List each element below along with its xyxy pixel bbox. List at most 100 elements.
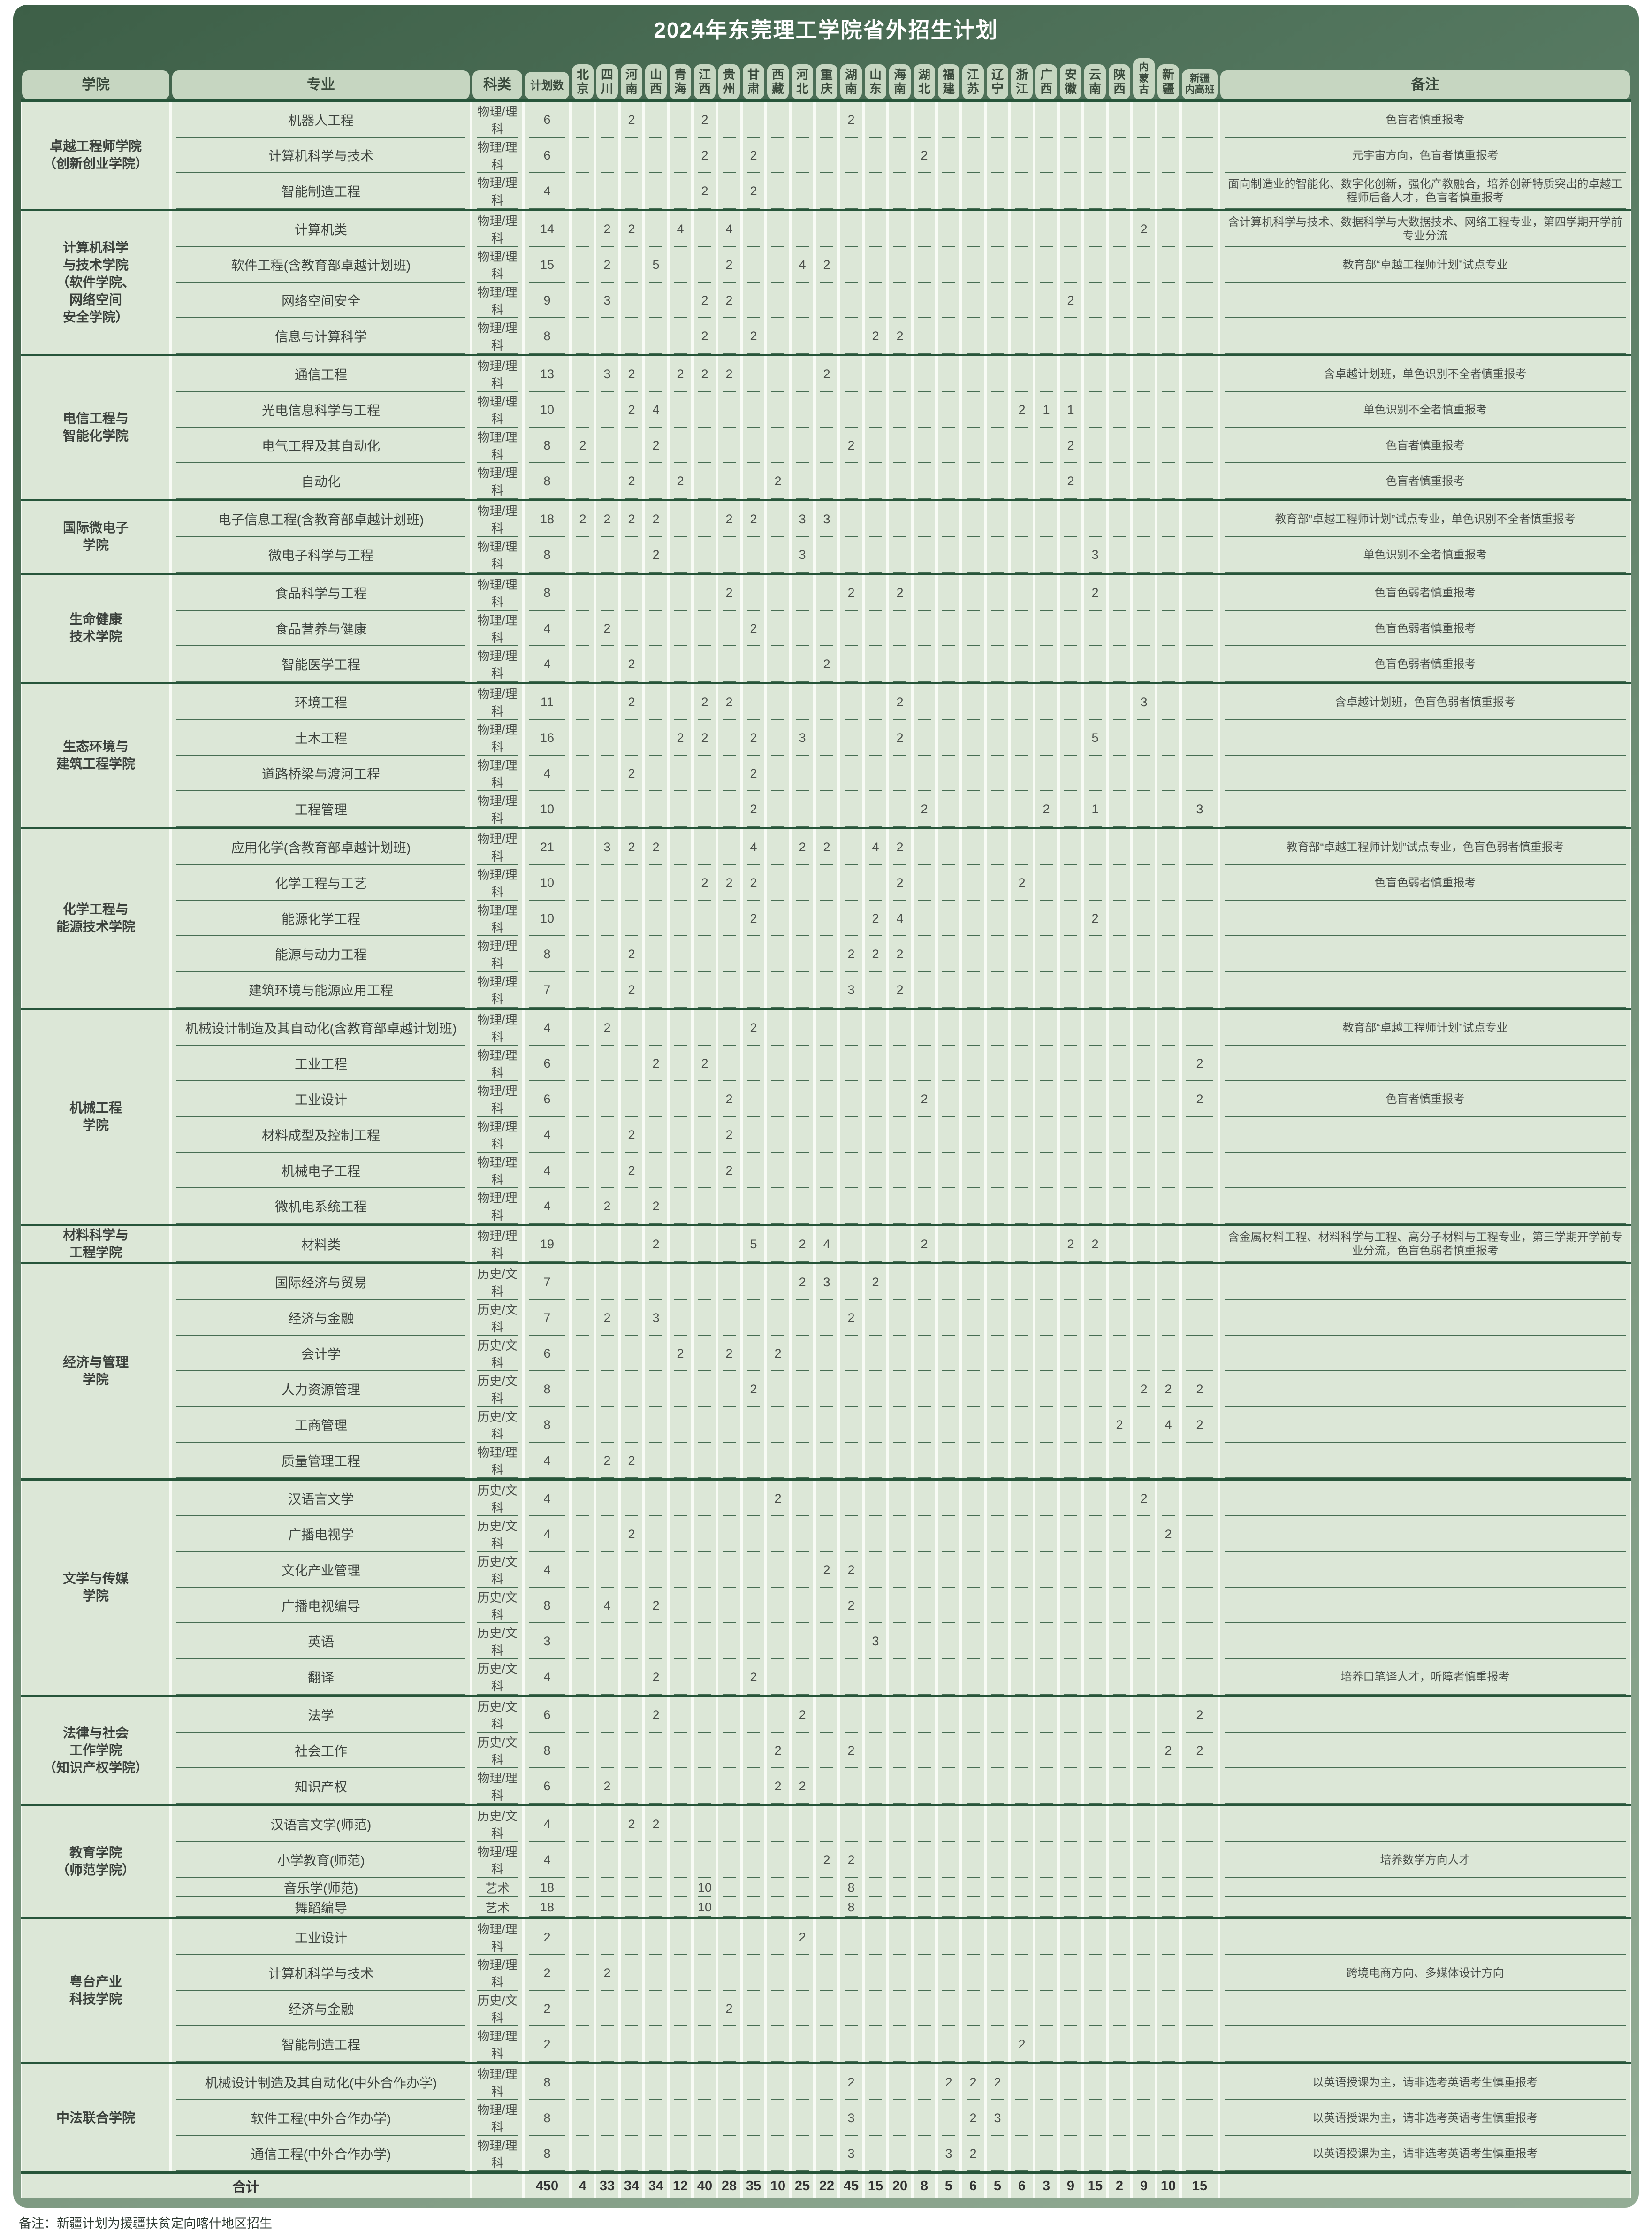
province-cell-西藏: 2: [766, 1768, 790, 1804]
province-cell-广西: [1034, 102, 1058, 138]
province-cell-陕西: [1107, 1046, 1132, 1082]
province-cell-安徽: [1058, 138, 1083, 174]
province-cell-陕西: [1107, 138, 1132, 174]
province-cell-重庆: [815, 2136, 839, 2172]
province-cell-湖北: [912, 936, 936, 972]
province-cell-新疆内高班: [1180, 1300, 1219, 1336]
province-cell-湖北: 2: [912, 1226, 936, 1262]
province-cell-湖南: [839, 1623, 863, 1659]
subject-cell: 物理/理科: [471, 356, 524, 392]
province-cell-云南: [1083, 1516, 1107, 1552]
province-cell-安徽: [1058, 1010, 1083, 1046]
province-cell-四川: [595, 2136, 619, 2172]
province-cell-重庆: [815, 1588, 839, 1624]
province-cell-北京: [571, 2026, 595, 2063]
province-cell-广西: [1034, 1300, 1058, 1336]
province-cell-山东: [863, 791, 888, 827]
remark-cell: [1219, 1552, 1631, 1588]
province-cell-四川: 2: [595, 1955, 619, 1991]
province-cell-贵州: [717, 173, 741, 209]
province-cell-江苏: [961, 684, 985, 720]
province-cell-湖南: [839, 247, 863, 283]
province-cell-浙江: [1010, 1733, 1034, 1769]
province-cell-四川: 2: [595, 1300, 619, 1336]
province-cell-海南: [888, 791, 912, 827]
province-cell-山东: [863, 2136, 888, 2172]
province-cell-云南: [1083, 1659, 1107, 1695]
province-cell-甘肃: [741, 1991, 766, 2027]
province-cell-北京: [571, 1842, 595, 1878]
province-cell-湖北: [912, 1516, 936, 1552]
province-cell-贵州: [717, 1697, 741, 1733]
province-cell-湖南: [839, 1336, 863, 1372]
province-cell-北京: [571, 1697, 595, 1733]
province-cell-陕西: [1107, 972, 1132, 1008]
province-cell-广西: [1034, 1516, 1058, 1552]
province-cell-新疆: [1156, 1481, 1180, 1517]
province-cell-青海: [668, 2064, 693, 2101]
province-cell-山西: 2: [644, 501, 668, 537]
province-cell-陕西: [1107, 1878, 1132, 1898]
province-cell-山东: [863, 428, 888, 464]
province-cell-内蒙古: [1132, 865, 1156, 901]
province-cell-新疆: [1156, 1588, 1180, 1624]
province-cell-云南: [1083, 428, 1107, 464]
province-cell-湖北: [912, 2100, 936, 2136]
province-cell-辽宁: [985, 1552, 1010, 1588]
province-cell-江苏: [961, 2026, 985, 2063]
province-cell-辽宁: [985, 684, 1010, 720]
province-cell-四川: 2: [595, 1443, 619, 1479]
province-cell-青海: 2: [668, 356, 693, 392]
province-cell-湖南: 2: [839, 1552, 863, 1588]
province-cell-山西: [644, 1481, 668, 1517]
plan-cell: 2: [524, 1991, 571, 2027]
province-cell-北京: [571, 1552, 595, 1588]
province-cell-湖南: [839, 2026, 863, 2063]
province-cell-湖北: [912, 972, 936, 1008]
province-cell-海南: [888, 392, 912, 428]
table-row: 计算机科学与技术 物理/理科 2 2 跨境电商方向、多媒体设计方向: [21, 1955, 1631, 1991]
province-cell-海南: [888, 1842, 912, 1878]
province-cell-安徽: [1058, 1842, 1083, 1878]
province-cell-河北: [790, 972, 815, 1008]
province-cell-北京: [571, 1878, 595, 1898]
province-cell-云南: [1083, 2026, 1107, 2063]
province-cell-新疆内高班: [1180, 1588, 1219, 1624]
province-cell-河北: [790, 173, 815, 209]
province-cell-新疆内高班: [1180, 575, 1219, 611]
province-cell-山西: [644, 1336, 668, 1372]
plan-cell: 4: [524, 1659, 571, 1695]
province-cell-内蒙古: [1132, 2064, 1156, 2101]
block-separator: [21, 354, 1631, 357]
province-cell-四川: 2: [595, 1768, 619, 1804]
province-cell-辽宁: [985, 211, 1010, 247]
province-cell-新疆内高班: 3: [1180, 791, 1219, 827]
block-separator-bar: [21, 827, 1631, 830]
province-cell-贵州: 2: [717, 1336, 741, 1372]
province-cell-贵州: [717, 936, 741, 972]
province-cell-陕西: [1107, 318, 1132, 354]
province-cell-重庆: [815, 1371, 839, 1407]
province-cell-甘肃: 2: [741, 791, 766, 827]
province-cell-四川: [595, 1806, 619, 1842]
province-cell-江苏: [961, 501, 985, 537]
province-cell-新疆: [1156, 2100, 1180, 2136]
major-cell: 会计学: [171, 1336, 471, 1372]
province-cell-甘肃: [741, 463, 766, 499]
province-cell-广西: [1034, 1264, 1058, 1300]
province-cell-海南: [888, 1733, 912, 1769]
province-cell-湖北: [912, 901, 936, 937]
totals-province-cell-新疆: 10: [1156, 2174, 1180, 2199]
province-cell-辽宁: [985, 972, 1010, 1008]
province-cell-新疆内高班: [1180, 2136, 1219, 2172]
plan-cell: 6: [524, 1336, 571, 1372]
province-cell-福建: [936, 1226, 961, 1262]
province-cell-山东: [863, 283, 888, 319]
province-cell-北京: [571, 1659, 595, 1695]
province-cell-山东: [863, 1046, 888, 1082]
plan-cell: 7: [524, 972, 571, 1008]
province-cell-陕西: [1107, 1955, 1132, 1991]
subject-cell: 历史/文科: [471, 1806, 524, 1842]
province-cell-江苏: [961, 211, 985, 247]
province-cell-贵州: [717, 2064, 741, 2101]
